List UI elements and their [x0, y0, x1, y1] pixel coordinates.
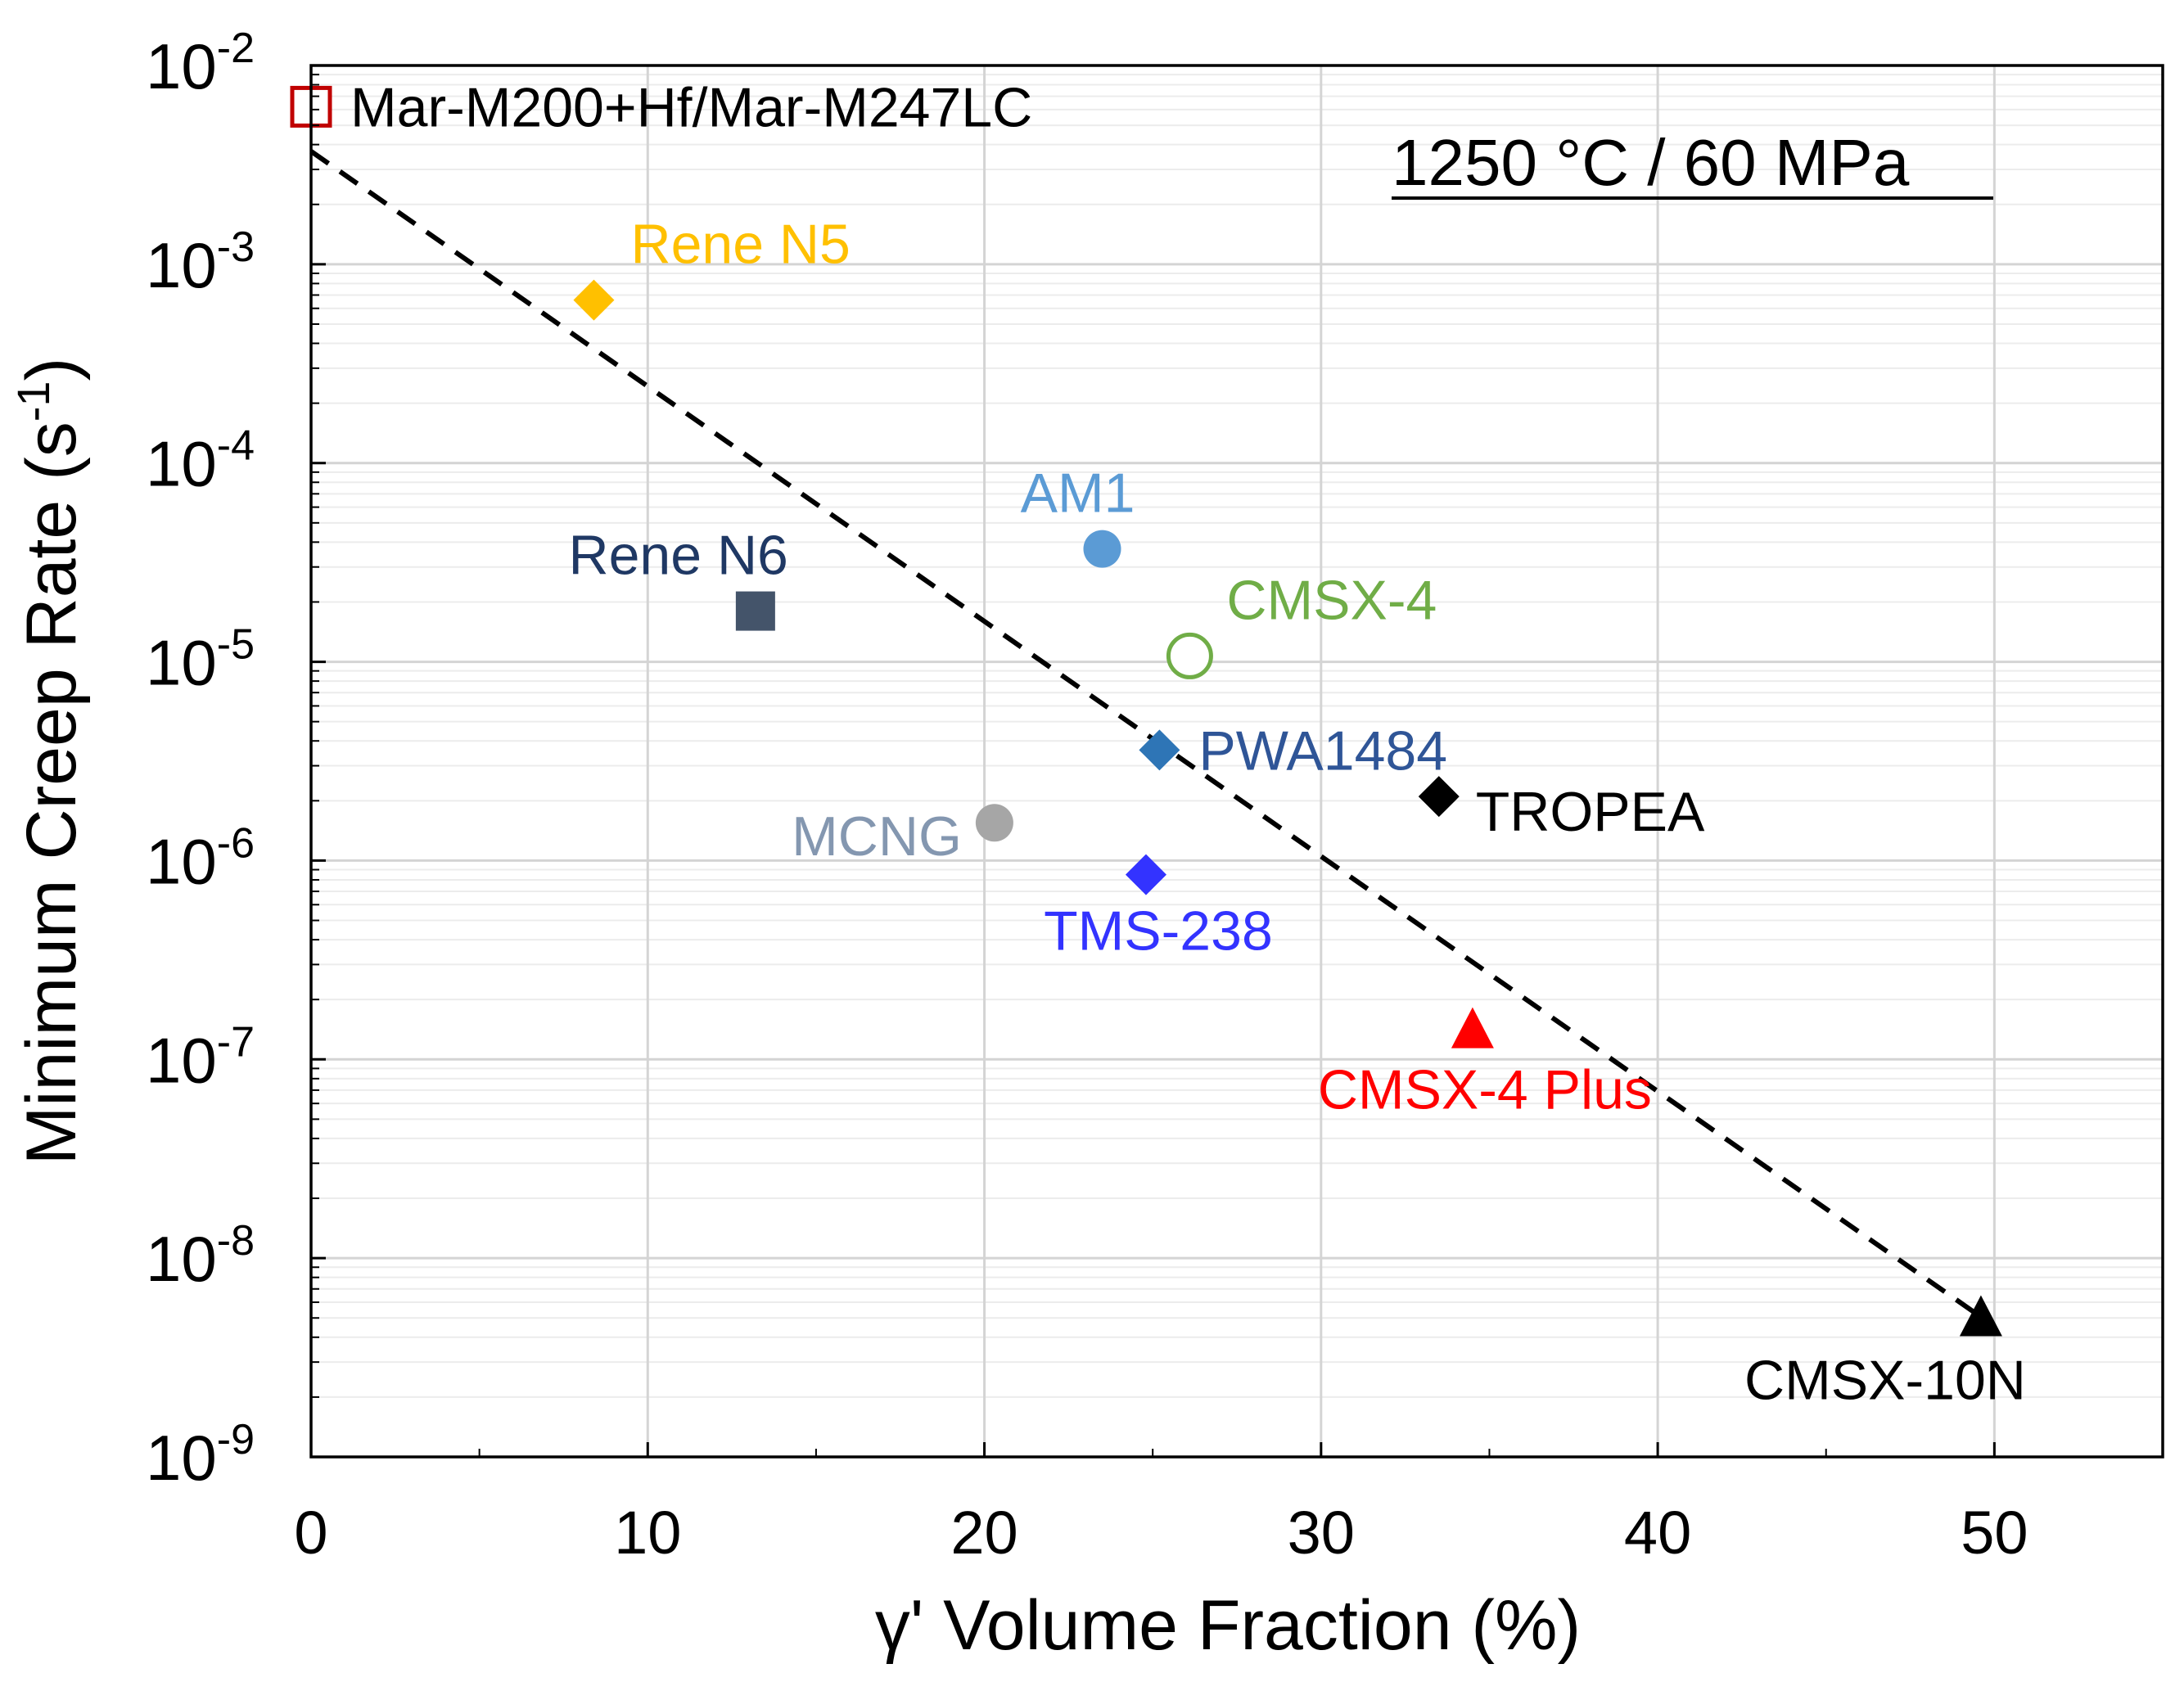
point-pwa1484	[1139, 729, 1180, 771]
point-label: AM1	[1021, 462, 1135, 525]
point-label: Rene N6	[568, 525, 787, 587]
x-axis-title: γ' Volume Fraction (%)	[875, 1586, 1581, 1665]
point-rene-n6	[735, 591, 775, 631]
y-tick-label-base: 10	[146, 428, 217, 500]
y-tick-label-exponent: -6	[217, 819, 255, 867]
y-tick-label: 10-7	[146, 1018, 255, 1096]
point-label: TROPEA	[1476, 781, 1705, 843]
y-tick-label-base: 10	[146, 30, 217, 102]
y-tick-label-base: 10	[146, 1024, 217, 1096]
x-tick-label: 40	[1624, 1499, 1691, 1567]
y-tick-labels: 10-210-310-410-510-610-710-810-9	[146, 25, 255, 1494]
y-tick-label-base: 10	[146, 1223, 217, 1295]
plot-frame	[309, 64, 2164, 1459]
y-tick-label: 10-9	[146, 1416, 255, 1494]
y-tick-label-base: 10	[146, 627, 217, 699]
point-tms-238	[1125, 854, 1166, 895]
data-points	[290, 85, 2002, 1337]
y-tick-label-base: 10	[146, 825, 217, 897]
y-tick-label: 10-2	[146, 25, 255, 102]
y-tick-label-exponent: -3	[217, 223, 255, 271]
grid-lines	[311, 64, 2163, 1459]
point-rene-n5	[573, 279, 615, 321]
x-tick-labels: 0 10 20 30 40 50	[294, 1499, 2028, 1567]
point-label: TMS-238	[1044, 900, 1273, 963]
point-tropea	[1418, 776, 1460, 818]
point-am1	[1083, 530, 1121, 568]
y-axis-title: Minimum Creep Rate (s-1)	[7, 358, 91, 1165]
condition-annotation: 1250 °C / 60 MPa	[1392, 126, 1993, 200]
x-tick-label: 50	[1961, 1499, 2028, 1567]
x-tick-label: 0	[294, 1499, 327, 1567]
y-tick-label: 10-3	[146, 223, 255, 301]
point-label: MCNG	[792, 805, 962, 868]
y-axis-title-close: )	[12, 358, 91, 381]
y-tick-label-exponent: -8	[217, 1217, 255, 1265]
trendline-group	[309, 149, 1979, 1317]
y-tick-label-base: 10	[146, 1422, 217, 1494]
point-label: CMSX-4 Plus	[1318, 1059, 1652, 1121]
point-labels: Mar-M200+Hf/Mar-M247LC Rene N5 Rene N6 AM1 C…	[350, 76, 2026, 1411]
y-tick-label-exponent: -5	[217, 621, 255, 669]
point-label: Rene N5	[630, 214, 850, 276]
point-cmsx-4-plus	[1451, 1007, 1494, 1048]
point-label: PWA1484	[1198, 719, 1447, 782]
y-tick-label-exponent: -7	[217, 1018, 255, 1066]
point-mcng	[975, 804, 1013, 842]
point-cmsx-4	[1166, 632, 1213, 679]
point-cmsx-10n	[1959, 1295, 2002, 1337]
y-axis-title-sup: -1	[7, 381, 59, 422]
y-tick-label: 10-8	[146, 1217, 255, 1295]
point-label: Mar-M200+Hf/Mar-M247LC	[350, 76, 1032, 138]
condition-annotation-text: 1250 °C / 60 MPa	[1392, 126, 1910, 199]
point-label: CMSX-4	[1226, 569, 1437, 631]
y-tick-label: 10-4	[146, 422, 255, 500]
y-tick-label-exponent: -2	[217, 25, 255, 72]
point-label: CMSX-10N	[1744, 1350, 2026, 1412]
y-tick-label: 10-6	[146, 819, 255, 897]
y-tick-label-exponent: -9	[217, 1416, 255, 1463]
x-tick-label: 10	[614, 1499, 681, 1567]
x-tick-label: 30	[1288, 1499, 1355, 1567]
y-tick-label: 10-5	[146, 621, 255, 699]
x-tick-label: 20	[950, 1499, 1018, 1567]
y-tick-label-base: 10	[146, 229, 217, 301]
y-axis-title-main: Minimum Creep Rate (s	[12, 422, 91, 1165]
trendline	[309, 149, 1979, 1317]
axis-ticks	[309, 64, 1996, 1459]
y-tick-label-exponent: -4	[217, 422, 255, 470]
